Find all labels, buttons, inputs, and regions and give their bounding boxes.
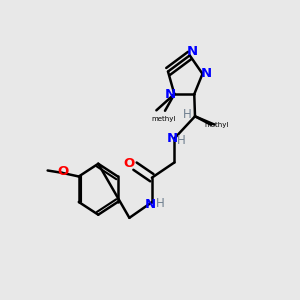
Text: N: N	[145, 198, 156, 211]
Text: O: O	[123, 157, 135, 170]
Text: H: H	[156, 197, 164, 211]
Text: N: N	[167, 132, 178, 145]
Text: N: N	[165, 88, 176, 101]
Text: H: H	[177, 134, 185, 147]
Text: methyl: methyl	[151, 116, 175, 122]
Text: H: H	[182, 108, 191, 121]
Text: methyl: methyl	[205, 122, 229, 128]
Text: O: O	[57, 165, 68, 178]
Text: N: N	[201, 67, 212, 80]
Text: N: N	[186, 45, 198, 58]
